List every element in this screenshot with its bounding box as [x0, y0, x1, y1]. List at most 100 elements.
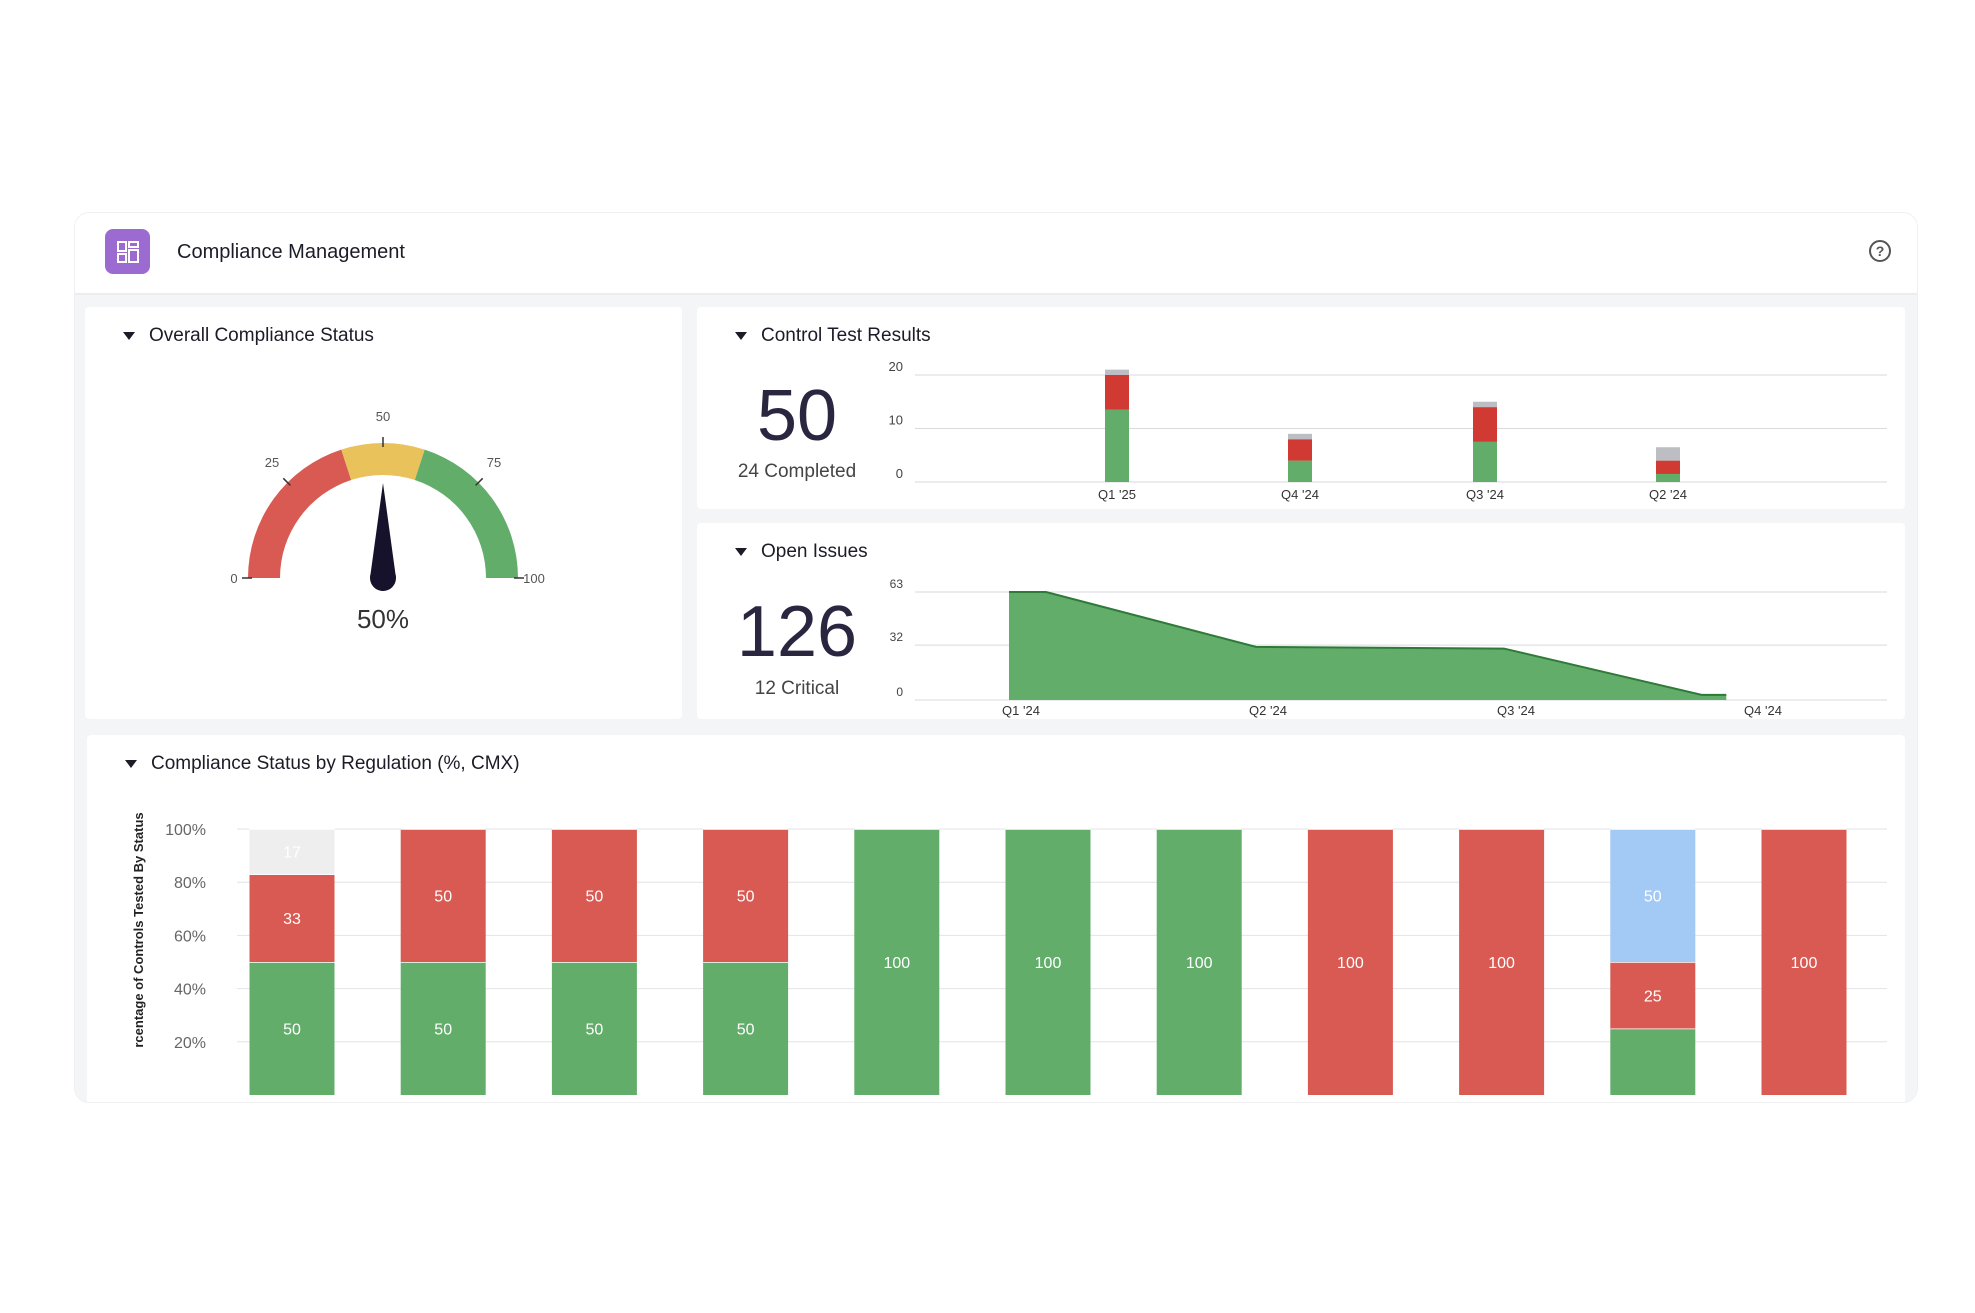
y-tick-label: 60% [174, 928, 206, 945]
y-tick-label: 80% [174, 875, 206, 892]
bar-segment [1473, 401, 1497, 408]
bar-segment [249, 874, 335, 962]
dashboard-grid-icon[interactable] [105, 229, 150, 274]
y-tick-label: 0 [896, 685, 903, 699]
regulation-status-card: Compliance Status by Regulation (%, CMX)… [87, 735, 1905, 1102]
compliance-dashboard: Compliance Management ? Overall Complian… [75, 213, 1917, 1102]
bar-segment [400, 962, 486, 1095]
gauge-tick [475, 477, 484, 486]
y-tick-label: 40% [174, 982, 206, 999]
open-issues-critical: 12 Critical [754, 678, 840, 699]
y-tick-label: 20 [889, 359, 903, 374]
y-tick-label: 100% [165, 822, 206, 839]
bar-data-label: 50 [737, 1022, 755, 1039]
bar-segment [1005, 829, 1091, 1095]
help-icon[interactable]: ? [1869, 240, 1891, 262]
bar-segment [1288, 460, 1312, 482]
bar-data-label: 100 [1337, 955, 1364, 972]
bar-segment [1288, 439, 1312, 461]
bar-data-label: 50 [434, 1022, 452, 1039]
control-test-results-chart: 20 10 0 Q1 '25 Q4 '24 Q3 '24 Q2 '24 [889, 359, 1887, 502]
gauge-tick-label: 0 [230, 571, 237, 586]
card-header[interactable]: Control Test Results [735, 325, 931, 347]
y-tick-label: 32 [890, 630, 904, 644]
gauge-needle-hub [370, 565, 396, 591]
gauge-band-red [248, 449, 352, 578]
y-tick-label: 10 [889, 413, 903, 428]
overall-compliance-card: Overall Compliance Status 0 25 50 75 100 50% [85, 307, 682, 719]
y-tick-label: 63 [890, 577, 904, 591]
card-title: Overall Compliance Status [149, 325, 374, 346]
gauge-needle [370, 483, 396, 578]
bar-segment [1156, 829, 1242, 1095]
control-tests-completed: 24 Completed [737, 461, 857, 482]
open-issues-card: Open Issues 126 12 Critical 63 32 0 Q1 '24 Q… [697, 523, 1905, 719]
bar-segment [1656, 460, 1680, 474]
bar-segment [1105, 375, 1129, 410]
bar-data-label: 50 [586, 889, 604, 906]
bar-segment [1610, 1028, 1696, 1095]
area-line [1009, 591, 1727, 696]
gauge-band-green [414, 449, 518, 578]
bar-segment [249, 829, 335, 875]
gauge-tick-label: 25 [265, 455, 279, 470]
control-test-results-card: Control Test Results 50 24 Completed 20 1… [697, 307, 1905, 509]
card-header[interactable]: Open Issues [735, 541, 868, 563]
bar-data-label: 50 [434, 889, 452, 906]
bar-segment [1761, 829, 1847, 1095]
card-title: Open Issues [761, 541, 868, 562]
collapse-caret-icon[interactable] [735, 548, 747, 556]
bar-data-label: 100 [1186, 955, 1213, 972]
bar-segment [1656, 447, 1680, 461]
bar-segment [551, 829, 637, 962]
x-tick-label: Q4 '24 [1281, 487, 1319, 502]
bar-data-label: 100 [1488, 955, 1515, 972]
bar-segment [703, 962, 789, 1095]
control-tests-total: 50 [756, 376, 838, 456]
bar-segment [703, 829, 789, 962]
bar-segment [1288, 433, 1312, 440]
y-tick-label: 20% [174, 1035, 206, 1052]
bar-segment [1656, 473, 1680, 482]
x-tick-label: Q2 '24 [1649, 487, 1687, 502]
y-axis-title: rcentage of Controls Tested By Status [131, 812, 146, 1047]
bar-segment [249, 962, 335, 1095]
bar-segment [1459, 829, 1545, 1095]
y-tick-label: 0 [896, 466, 903, 481]
card-header[interactable]: Compliance Status by Regulation (%, CMX) [125, 753, 520, 775]
bar-segment [1473, 441, 1497, 482]
bar-segment [1307, 829, 1393, 1095]
collapse-caret-icon[interactable] [735, 332, 747, 340]
card-header[interactable]: Overall Compliance Status [123, 325, 374, 347]
bar-segment [1105, 409, 1129, 482]
card-title: Compliance Status by Regulation (%, CMX) [151, 753, 520, 774]
gauge-value-label: 50% [357, 604, 409, 634]
collapse-caret-icon[interactable] [123, 332, 135, 340]
app-title: Compliance Management [177, 241, 405, 263]
gauge-tick-label: 75 [487, 455, 501, 470]
x-tick-label: Q1 '24 [1002, 703, 1040, 718]
card-title: Control Test Results [761, 325, 931, 346]
bar-data-label: 50 [1644, 889, 1662, 906]
gauge-tick-label: 100 [523, 571, 545, 586]
bar-data-label: 25 [1644, 988, 1662, 1005]
open-issues-total: 126 [736, 592, 858, 672]
x-tick-label: Q1 '25 [1098, 487, 1136, 502]
bar-data-label: 50 [586, 1022, 604, 1039]
bar-segment [1105, 369, 1129, 375]
bar-segment [1610, 962, 1696, 1029]
collapse-caret-icon[interactable] [125, 760, 137, 768]
bar-segment [854, 829, 940, 1095]
bar-segment [1610, 829, 1696, 962]
bar-segment [551, 962, 637, 1095]
bar-data-label: 100 [1791, 955, 1818, 972]
top-bar: Compliance Management ? [75, 213, 1917, 295]
x-tick-label: Q3 '24 [1466, 487, 1504, 502]
open-issues-chart: 63 32 0 Q1 '24 Q2 '24 Q3 '24 Q4 '24 [890, 577, 1887, 718]
bar-data-label: 50 [737, 889, 755, 906]
area-fill [1009, 592, 1727, 700]
x-tick-label: Q2 '24 [1249, 703, 1287, 718]
bar-data-label: 100 [883, 955, 910, 972]
gauge-tick-label: 50 [376, 409, 390, 424]
bar-data-label: 33 [283, 911, 301, 928]
